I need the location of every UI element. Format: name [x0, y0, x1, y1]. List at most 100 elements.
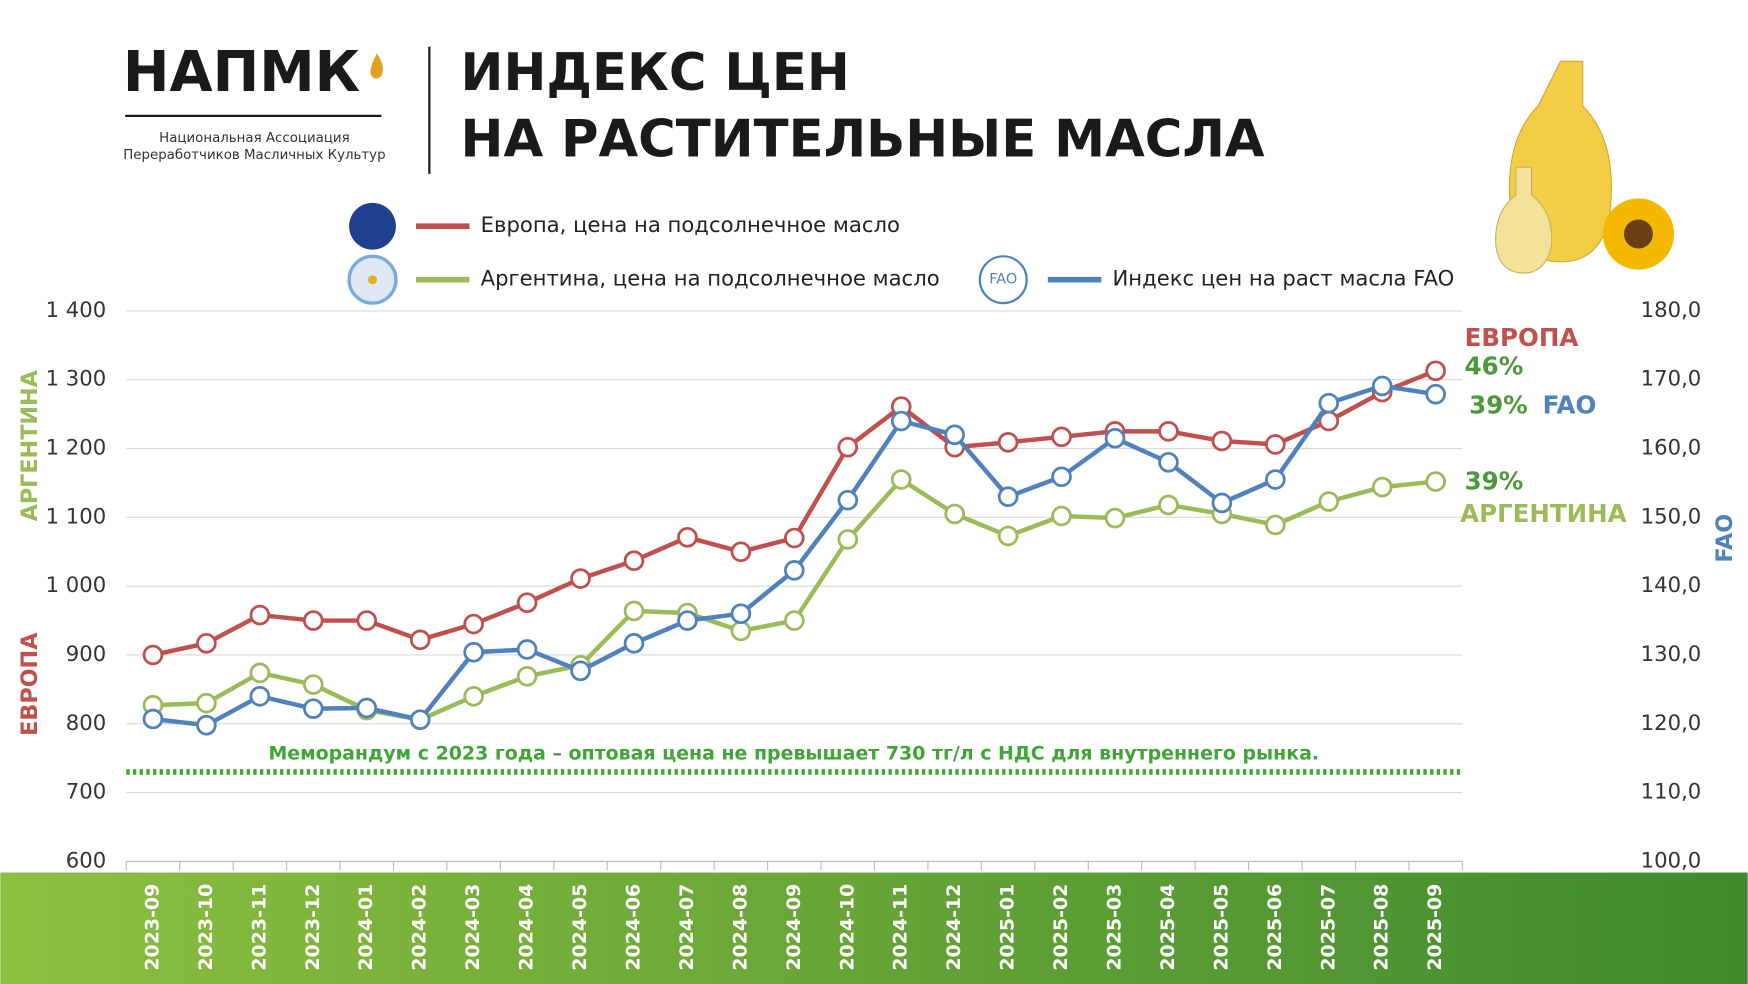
data-point [623, 632, 645, 654]
y2-tick-label: 170,0 [1641, 366, 1702, 391]
data-point [730, 603, 752, 624]
data-point [890, 410, 912, 432]
data-point [1371, 476, 1393, 498]
data-point [1158, 421, 1179, 442]
data-point [516, 592, 538, 613]
data-point [677, 610, 698, 631]
data-point [249, 685, 271, 707]
data-point [837, 489, 859, 511]
x-tick-label: 2023-11 [248, 884, 270, 971]
annotation: 39% [1465, 467, 1524, 496]
data-point [730, 541, 752, 563]
x-tick-label: 2025-07 [1317, 884, 1339, 971]
legend-icons: FAO [347, 202, 1028, 305]
data-point [1051, 426, 1072, 448]
data-point [623, 600, 645, 622]
series-line [152, 383, 1437, 728]
data-point [196, 692, 217, 714]
data-point [1265, 514, 1286, 536]
x-tick-label: 2025-09 [1424, 884, 1446, 971]
data-point [249, 662, 271, 684]
y2-tick-label: 120,0 [1641, 710, 1702, 735]
data-point [516, 639, 538, 660]
org-name: Переработчиков Масличных Культур [123, 147, 385, 163]
data-point [1211, 492, 1233, 514]
data-point [1158, 494, 1179, 516]
x-tick-label: 2024-06 [622, 884, 644, 971]
data-point [1265, 434, 1286, 455]
data-point [249, 604, 271, 626]
data-point [677, 526, 698, 548]
data-point [409, 709, 431, 730]
data-point [1104, 427, 1126, 449]
x-tick-label: 2024-08 [729, 884, 751, 971]
x-tick-label: 2024-03 [462, 884, 484, 971]
data-point [784, 560, 805, 581]
y-tick-label: 1 000 [46, 572, 107, 597]
x-tick-label: 2024-07 [676, 884, 698, 971]
data-point [356, 697, 378, 719]
y-axis-label: ЕВРОПА [17, 632, 43, 736]
data-point [1104, 507, 1126, 529]
y2-tick-label: 180,0 [1641, 297, 1702, 322]
data-point [944, 424, 965, 446]
data-point [303, 610, 324, 631]
y-tick-label: 1 300 [46, 366, 107, 391]
x-tick-label: 2025-06 [1264, 884, 1286, 971]
data-point [463, 641, 484, 663]
x-tick-label: 2025-03 [1103, 884, 1125, 971]
data-point [997, 486, 1019, 508]
x-tick-label: 2024-11 [890, 884, 912, 971]
data-point [196, 714, 217, 736]
y2-tick-label: 110,0 [1641, 779, 1702, 804]
x-tick-label: 2025-04 [1157, 884, 1179, 971]
x-tick-label: 2024-12 [943, 884, 965, 971]
x-tick-label: 2023-09 [141, 884, 163, 971]
data-point [1158, 451, 1179, 473]
data-point [303, 674, 324, 695]
data-point [570, 568, 591, 589]
logo-drop [370, 53, 383, 79]
data-point [1425, 360, 1446, 382]
data-point [1318, 392, 1340, 414]
data-point [1051, 505, 1072, 527]
data-point [1425, 383, 1446, 405]
x-tick-label: 2025-05 [1210, 884, 1232, 971]
series-line [152, 477, 1436, 722]
org-name: Национальная Ассоциация [159, 131, 350, 146]
data-point [997, 525, 1019, 547]
data-point [730, 620, 752, 642]
x-tick-label: 2024-04 [516, 884, 538, 971]
x-tick-label: 2025-08 [1371, 884, 1393, 971]
data-point [142, 644, 164, 666]
y-axis-label: АРГЕНТИНА [17, 369, 43, 521]
reference-label: Меморандум с 2023 года – оптовая цена не… [268, 743, 1319, 765]
x-tick-label: 2023-12 [302, 884, 324, 971]
x-tick-label: 2024-09 [783, 884, 805, 971]
data-point [142, 708, 164, 730]
title: ИНДЕКС ЦЕН [461, 43, 850, 103]
x-tick-label: 2025-02 [1050, 884, 1072, 971]
title: НА РАСТИТЕЛЬНЫЕ МАСЛА [461, 110, 1265, 170]
y-tick-label: 600 [66, 847, 106, 872]
data-point [623, 550, 645, 572]
logo: НАПМК [123, 40, 360, 105]
y-tick-label: 800 [66, 710, 106, 735]
svg-text:FAO: FAO [989, 272, 1017, 288]
data-point [944, 503, 965, 525]
data-point [463, 685, 484, 707]
oil-illustration [1495, 60, 1675, 274]
data-point [1051, 466, 1072, 488]
data-point [997, 432, 1019, 453]
x-tick-label: 2024-05 [569, 884, 591, 971]
y-tick-label: 1 200 [46, 435, 107, 460]
legend-label: Аргентина, цена на подсолнечное масло [481, 266, 940, 291]
footer-band [0, 872, 1748, 984]
y-tick-label: 1 400 [46, 297, 107, 322]
data-point [1211, 430, 1233, 452]
data-point [463, 613, 484, 635]
y2-tick-label: 150,0 [1641, 503, 1702, 528]
y2-tick-label: 140,0 [1641, 572, 1702, 597]
data-point [356, 610, 378, 631]
annotation: АРГЕНТИНА [1460, 499, 1626, 528]
